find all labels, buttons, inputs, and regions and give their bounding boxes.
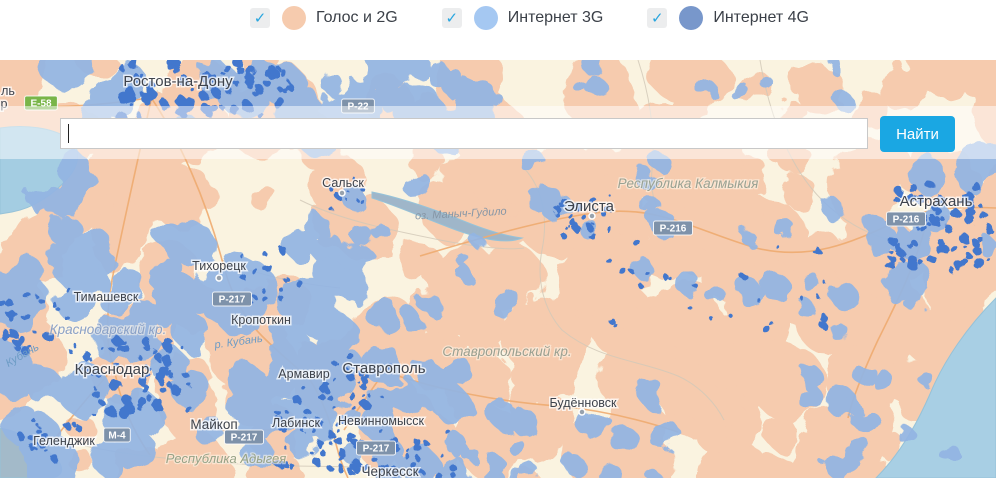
map-region-label: Краснодарский кр. [50,322,167,337]
map-city-label: Майкоп [190,417,237,432]
map-city-label: Армавир [278,367,329,381]
map-city-label: Астрахань [900,193,973,210]
search-input[interactable] [67,119,861,148]
svg-text:Р-216: Р-216 [660,224,687,235]
legend-label-2g: Голос и 2G [316,9,398,26]
road-badge: Р-217 [224,429,264,445]
map-city-label: Будённовск [550,396,618,410]
map-city-label: Геленджик [33,434,95,448]
coverage-legend: ✓ Голос и 2G ✓ Интернет 3G ✓ Интернет 4G [0,0,996,60]
map-city-label: Тимашевск [74,290,139,304]
svg-text:Р-217: Р-217 [219,295,246,306]
legend-item-2g: ✓ Голос и 2G [250,6,398,30]
coverage-4g-layer [0,60,994,478]
legend-item-3g: ✓ Интернет 3G [441,6,604,30]
map-region-label: Республика Адыгея [166,451,287,466]
road-badge: Р-217 [356,440,396,456]
coverage-map[interactable]: Ростов-на-ДонуТаганрогСальскЭлистаАстрах… [0,60,996,478]
road-badge: Р-216 [886,211,926,227]
legend-item-4g: ✓ Интернет 4G [647,6,809,30]
checkbox-4g[interactable]: ✓ [647,8,668,28]
search-field-frame [60,118,868,149]
map-canvas: Ростов-на-ДонуТаганрогСальскЭлистаАстрах… [0,60,996,478]
checkbox-3g[interactable]: ✓ [441,8,462,28]
legend-label-3g: Интернет 3G [507,9,604,26]
road-badge: М-4 [103,427,131,443]
map-labels: Ростов-на-ДонуТаганрогСальскЭлистаАстрах… [0,72,974,478]
map-label-fragment: р [1,97,8,111]
map-city-label: Невинномысск [338,414,424,428]
map-city-label: Ставрополь [342,360,425,377]
coverage-3g-swatch [473,6,498,30]
map-city-label: Краснодар [75,361,150,378]
text-caret [68,124,69,143]
svg-text:Р-216: Р-216 [893,215,920,226]
svg-text:Р-217: Р-217 [231,433,258,444]
map-region-label: Ставропольский кр. [442,344,571,359]
map-region-label: Республика Калмыкия [618,176,759,191]
coverage-4g-swatch [679,6,704,30]
search-button[interactable]: Найти [880,116,955,152]
map-city-label: Ростов-на-Дону [123,73,233,90]
coverage-2g-swatch [282,6,306,30]
map-city-label: Лабинск [272,416,320,430]
checkbox-2g[interactable]: ✓ [250,8,270,28]
map-city-label: Элиста [564,198,615,215]
map-city-label: Сальск [322,176,364,190]
map-label-fragment: ль [1,84,15,98]
legend-label-4g: Интернет 4G [713,9,809,26]
map-city-label: Черкесск [362,464,419,478]
map-city-label: Тихорецк [192,259,246,273]
road-badge: Р-217 [212,291,252,307]
svg-text:Р-217: Р-217 [363,444,390,455]
map-city-label: Кропоткин [231,313,291,327]
city-markers [215,189,596,416]
svg-text:М-4: М-4 [108,431,126,442]
svg-text:Е-58: Е-58 [30,99,52,110]
road-badge: Р-216 [653,220,693,236]
map-water-label: оз. Маныч-Гудило [415,206,507,223]
